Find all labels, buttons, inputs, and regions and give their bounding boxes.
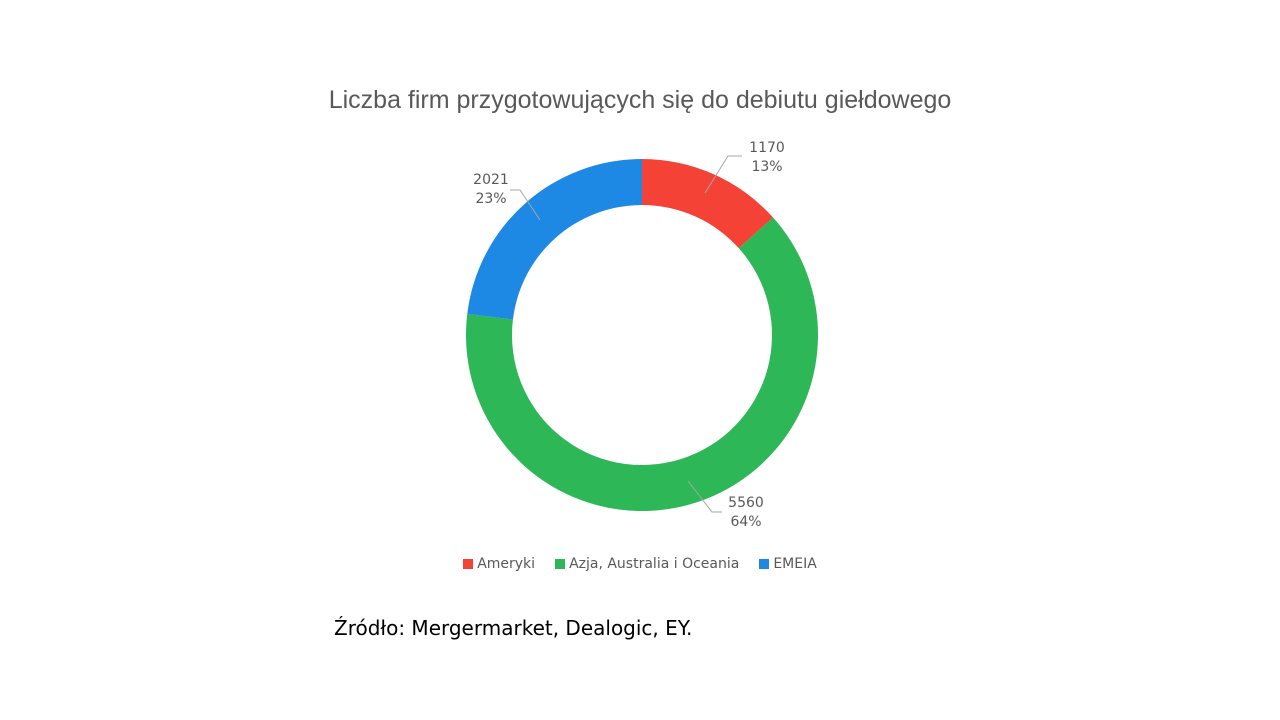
donut-slices	[466, 159, 818, 512]
label-ameryki-value: 1170	[749, 140, 785, 156]
legend-label: EMEIA	[773, 556, 817, 572]
legend-swatch-icon	[759, 559, 770, 569]
chart-title: Liczba firm przygotowujących się do debi…	[328, 86, 952, 114]
leader-line-ameryki	[704, 155, 742, 194]
source-note: Źródło: Mergermarket, Dealogic, EY.	[334, 616, 693, 640]
label-ameryki-pct: 13%	[751, 159, 782, 175]
leader-line-azja	[687, 480, 722, 513]
label-azja-pct: 64%	[730, 514, 761, 530]
slice-emeia[interactable]	[467, 159, 642, 320]
label-emeia-value: 2021	[473, 172, 509, 188]
slice-ameryki[interactable]	[642, 159, 774, 249]
legend-swatch-icon	[463, 559, 474, 569]
chart-legend: Ameryki Azja, Australia i Oceania EMEIA	[0, 556, 1280, 572]
legend-item-emeia[interactable]: EMEIA	[759, 556, 817, 572]
legend-label: Ameryki	[477, 556, 536, 572]
legend-item-azja[interactable]: Azja, Australia i Oceania	[555, 556, 739, 572]
slice-azja[interactable]	[466, 217, 818, 512]
label-emeia-pct: 23%	[475, 191, 506, 207]
legend-swatch-icon	[555, 559, 566, 569]
legend-label: Azja, Australia i Oceania	[569, 556, 740, 572]
leader-line-emeia	[510, 189, 541, 221]
legend-item-ameryki[interactable]: Ameryki	[463, 556, 535, 572]
label-azja-value: 5560	[728, 495, 764, 511]
